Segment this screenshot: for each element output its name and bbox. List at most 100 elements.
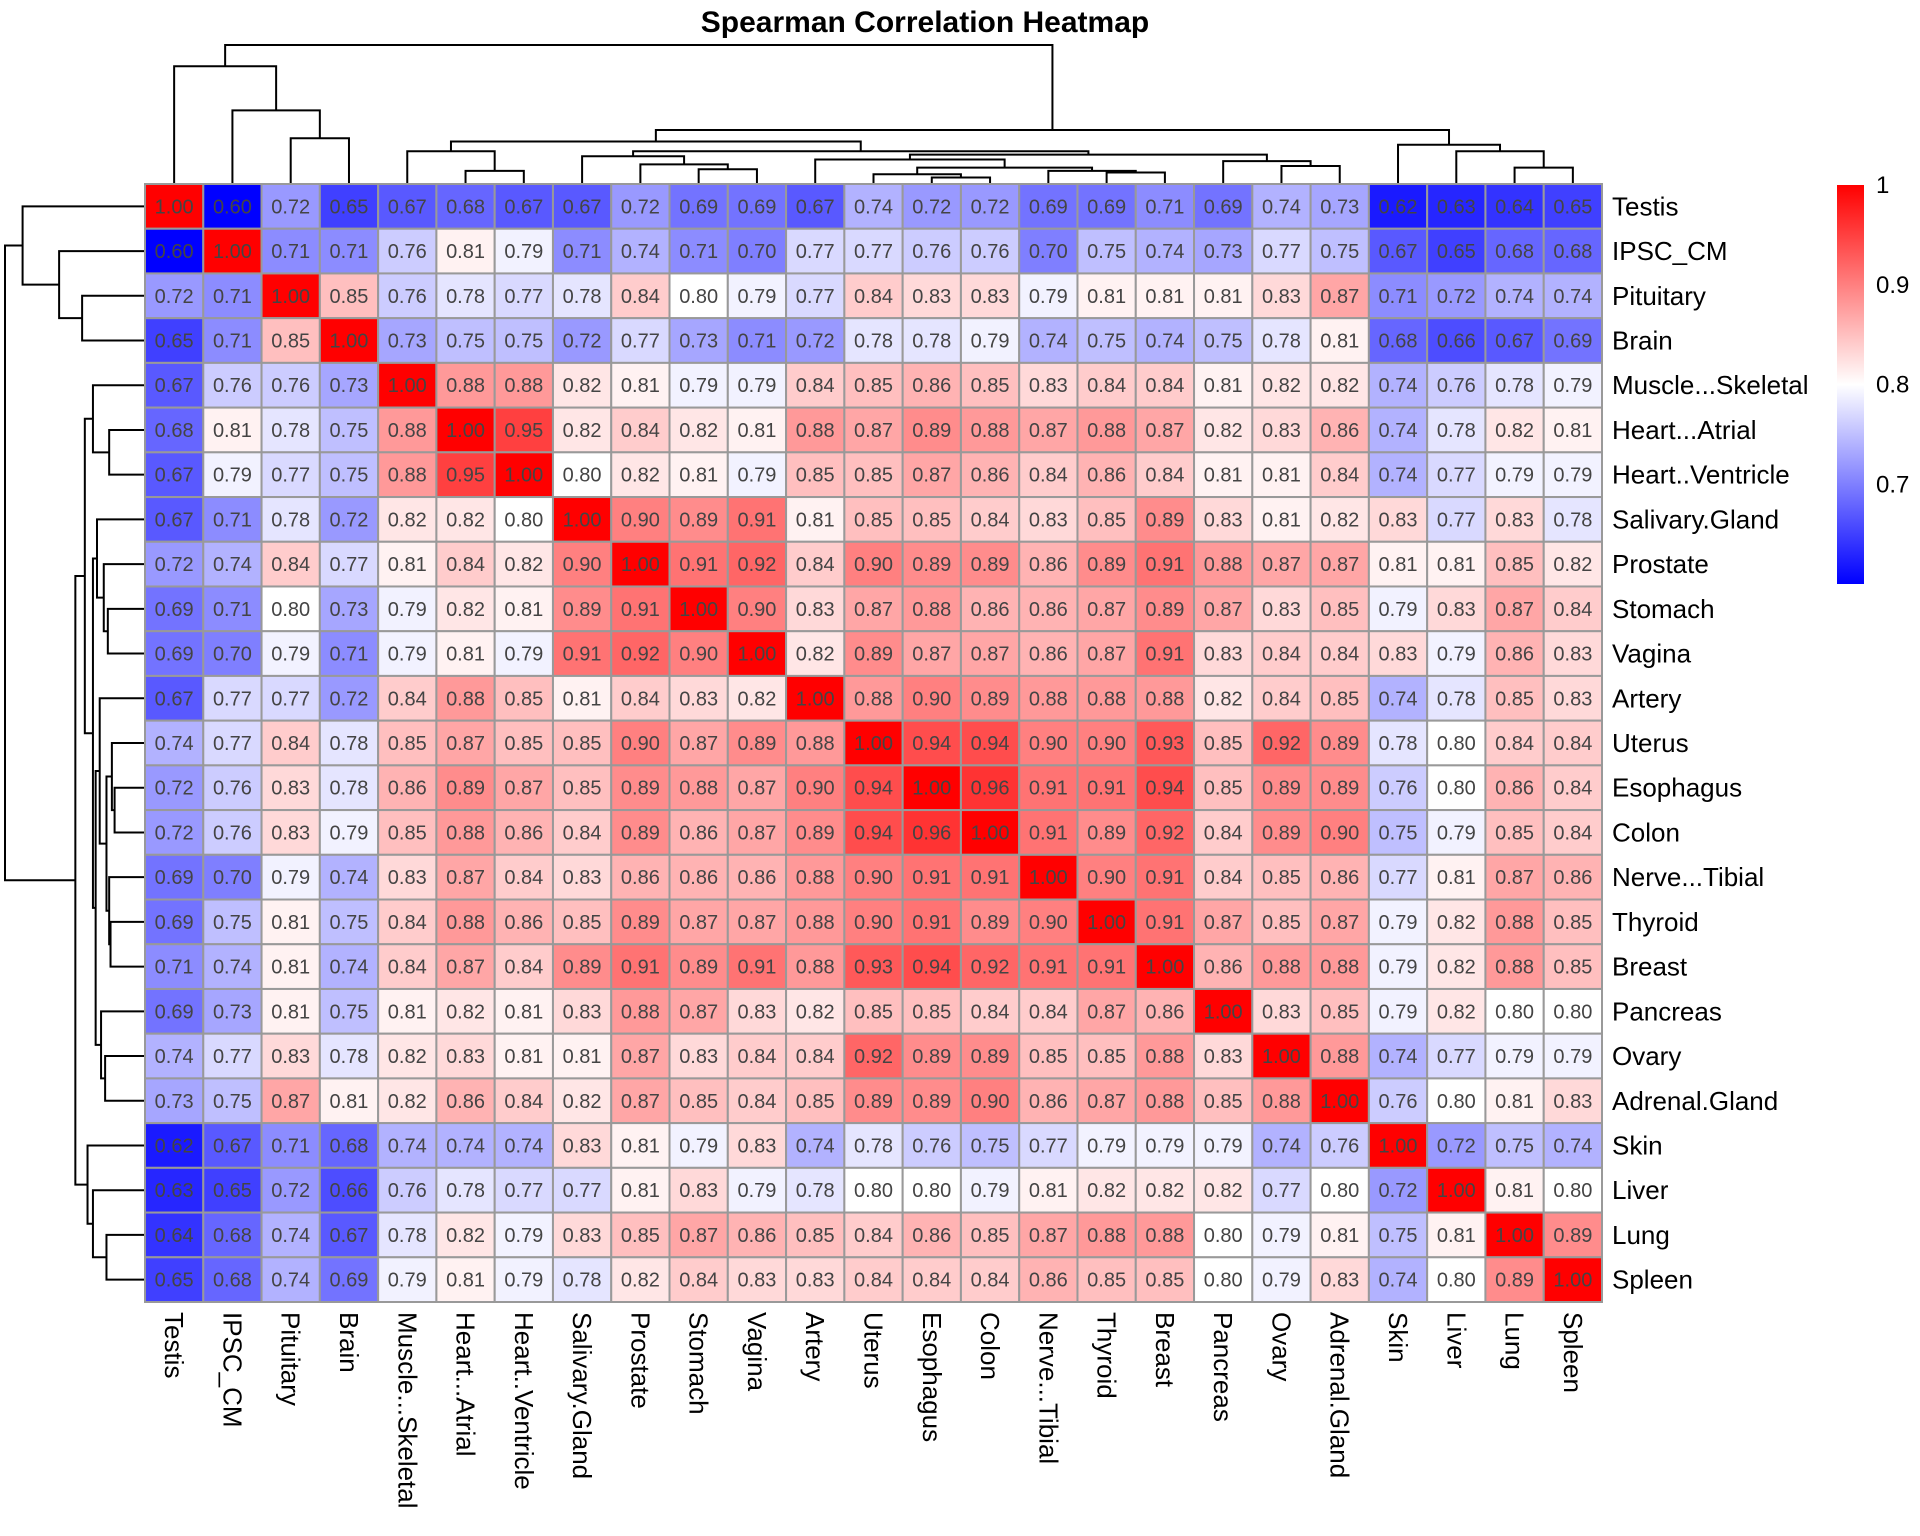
cell-value-label: 0.85	[971, 375, 1010, 397]
heatmap-cell	[377, 496, 438, 543]
row-label: Heart..Ventricle	[1612, 460, 1790, 490]
cell-value-label: 0.91	[621, 599, 660, 621]
heatmap-cell	[610, 1032, 671, 1080]
heatmap-cell	[1018, 540, 1079, 588]
cell-value-label: 0.69	[330, 1270, 369, 1292]
heatmap-cell	[1309, 987, 1370, 1035]
column-label: Nerve...Tibial	[1033, 1312, 1063, 1464]
heatmap-cell	[726, 317, 788, 364]
heatmap-cell	[1542, 809, 1603, 856]
cell-value-label: 0.84	[1553, 822, 1592, 844]
cell-value-label: 0.82	[1437, 1001, 1476, 1023]
heatmap-cell	[318, 1256, 380, 1304]
cell-value-label: 0.87	[679, 733, 718, 755]
heatmap-cell	[377, 272, 438, 320]
cell-value-label: 0.81	[1145, 286, 1184, 308]
cell-value-label: 0.83	[1553, 1091, 1592, 1113]
column-dendrogram-branch	[654, 129, 1451, 145]
cell-value-label: 0.79	[1029, 286, 1068, 308]
row-label: Thyroid	[1612, 907, 1699, 937]
cell-value-label: 0.88	[1495, 912, 1534, 934]
cell-value-label: 0.79	[504, 1225, 543, 1247]
heatmap-cell	[901, 272, 962, 320]
cell-value-label: 1.00	[1087, 912, 1126, 934]
cell-value-label: 1.00	[1029, 867, 1068, 889]
cell-value-label: 0.76	[213, 375, 252, 397]
cell-value-label: 0.81	[1087, 286, 1126, 308]
cell-value-label: 0.79	[1379, 957, 1418, 979]
cell-value-label: 0.85	[1204, 733, 1243, 755]
cell-value-label: 0.88	[854, 688, 893, 710]
heatmap-cell	[1134, 1211, 1196, 1259]
cell-value-label: 0.84	[388, 688, 427, 710]
cell-value-label: 0.82	[621, 465, 660, 487]
cell-value-label: 1.00	[388, 375, 427, 397]
heatmap-cell	[1018, 853, 1079, 901]
column-label: Heart...Atrial	[451, 1312, 481, 1457]
cell-value-label: 0.84	[621, 420, 660, 442]
heatmap-cell	[668, 809, 729, 856]
cell-value-label: 0.65	[1437, 241, 1476, 263]
cell-value-label: 0.89	[621, 912, 660, 934]
cell-value-label: 0.79	[737, 1180, 776, 1202]
heatmap-cell	[726, 764, 788, 812]
heatmap-cell	[668, 540, 729, 588]
cell-value-label: 0.81	[563, 688, 602, 710]
cell-value-label: 0.77	[504, 1180, 543, 1202]
row-dendrogram-branch	[98, 697, 120, 845]
cell-value-label: 0.85	[1320, 688, 1359, 710]
cell-value-label: 0.71	[563, 241, 602, 263]
cell-value-label: 0.89	[912, 1091, 951, 1113]
cell-value-label: 0.84	[971, 1001, 1010, 1023]
cell-value-label: 0.82	[446, 509, 485, 531]
cell-value-label: 0.85	[563, 912, 602, 934]
cell-value-label: 0.67	[796, 196, 835, 218]
row-dendrogram-branch	[105, 775, 112, 912]
heatmap-cell	[260, 227, 321, 275]
cell-value-label: 0.72	[621, 196, 660, 218]
cell-value-label: 0.74	[1262, 1135, 1301, 1157]
cell-value-label: 0.82	[1204, 420, 1243, 442]
heatmap-cell	[377, 943, 438, 990]
column-label: Testis	[159, 1312, 189, 1378]
cell-value-label: 0.77	[213, 733, 252, 755]
cell-value-label: 0.84	[1320, 644, 1359, 666]
heatmap-cell	[901, 1256, 962, 1304]
cell-value-label: 0.83	[1262, 420, 1301, 442]
cell-value-label: 0.83	[446, 1046, 485, 1068]
heatmap-cell	[1076, 451, 1137, 499]
heatmap-cell	[1426, 361, 1487, 409]
cell-value-label: 0.68	[1553, 241, 1592, 263]
cell-value-label: 0.60	[155, 241, 194, 263]
cell-value-label: 0.79	[1437, 644, 1476, 666]
cell-value-label: 0.84	[854, 1270, 893, 1292]
heatmap-cell	[1251, 227, 1312, 275]
heatmap-cell	[1367, 183, 1429, 230]
column-dendrogram-branch	[697, 168, 758, 184]
heatmap-cell	[726, 943, 788, 990]
cell-value-label: 0.75	[330, 420, 369, 442]
cell-value-label: 0.92	[621, 644, 660, 666]
cell-value-label: 0.79	[679, 375, 718, 397]
cell-value-label: 0.86	[1320, 867, 1359, 889]
row-label: Pancreas	[1612, 996, 1722, 1026]
heatmap-cell	[1367, 943, 1429, 990]
heatmap-cell	[1134, 496, 1196, 543]
cell-value-label: 0.74	[271, 1225, 310, 1247]
heatmap-cell	[785, 1077, 846, 1125]
cell-value-label: 0.76	[1379, 1091, 1418, 1113]
heatmap-cell	[1076, 227, 1137, 275]
heatmap-cell	[1018, 585, 1079, 633]
heatmap-cell	[1542, 674, 1603, 722]
cell-value-label: 0.83	[1437, 599, 1476, 621]
cell-value-label: 0.67	[155, 465, 194, 487]
column-dendrogram-branch	[289, 137, 350, 184]
heatmap-cell	[377, 540, 438, 588]
cell-value-label: 0.91	[737, 957, 776, 979]
heatmap-cell	[726, 898, 788, 946]
heatmap-cell	[1542, 227, 1603, 275]
cell-value-label: 0.82	[446, 1225, 485, 1247]
cell-value-label: 0.71	[1145, 196, 1184, 218]
column-dendrogram-branch	[1105, 171, 1166, 184]
cell-value-label: 0.83	[737, 1001, 776, 1023]
